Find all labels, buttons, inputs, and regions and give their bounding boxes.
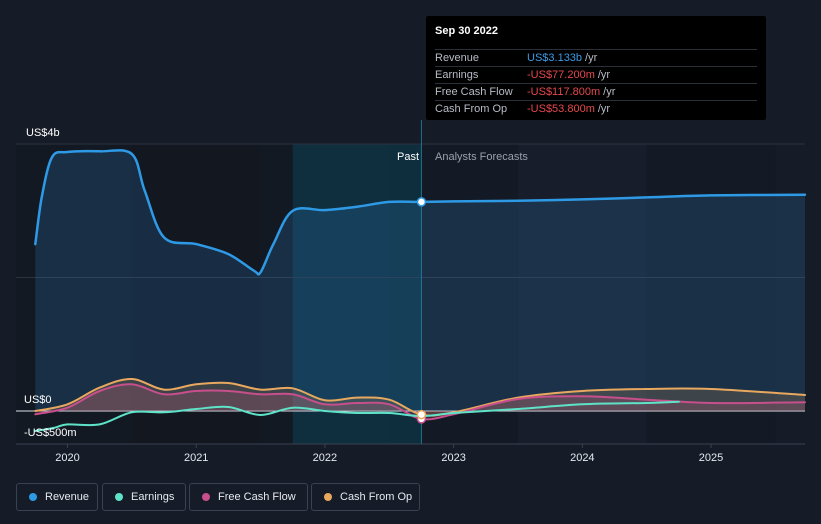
earnings-line	[34, 400, 680, 432]
legend-item-revenue[interactable]: Revenue	[16, 483, 98, 511]
tooltip-row-earnings: Earnings -US$77.200m/yr	[435, 66, 757, 84]
tooltip-row-name: Free Cash Flow	[435, 86, 513, 98]
series-lines	[34, 149, 807, 432]
tooltip: Sep 30 2022 Revenue US$3.133b/yr Earning…	[426, 16, 766, 120]
tooltip-value-text: -US$77.200m	[527, 69, 595, 81]
tooltip-value-text: -US$117.800m	[527, 86, 601, 98]
tooltip-row-cash-from-op: Cash From Op -US$53.800m/yr	[435, 100, 757, 118]
legend-label: Earnings	[131, 491, 175, 503]
tooltip-row-value: -US$117.800m/yr	[527, 86, 615, 98]
tooltip-value-text: -US$53.800m	[527, 103, 595, 115]
free-cash-flow-legend-dot	[202, 493, 210, 501]
x-tick-label: 2023	[441, 452, 465, 464]
revenue-line	[34, 149, 807, 276]
legend-item-cash-from-op[interactable]: Cash From Op	[311, 483, 420, 511]
cash-from-op-marker	[416, 409, 427, 420]
tooltip-date: Sep 30 2022	[435, 25, 498, 37]
legend-label: Free Cash Flow	[218, 491, 296, 503]
tooltip-row-revenue: Revenue US$3.133b/yr	[435, 49, 757, 67]
tooltip-row-value: -US$53.800m/yr	[527, 103, 610, 115]
tooltip-row-value: -US$77.200m/yr	[527, 69, 610, 81]
revenue-marker	[416, 197, 427, 207]
tooltip-row-value: US$3.133b/yr	[527, 52, 597, 64]
tooltip-unit: /yr	[597, 103, 611, 115]
x-tick-label: 2025	[699, 452, 723, 464]
legend-item-free-cash-flow[interactable]: Free Cash Flow	[189, 483, 308, 511]
x-axis-ticks: 2020 2021 2022 2023 2024 2025	[55, 444, 723, 464]
series-areas	[35, 150, 806, 420]
legend-item-earnings[interactable]: Earnings	[102, 483, 186, 511]
x-tick-label: 2020	[55, 452, 79, 464]
hover-markers	[416, 197, 427, 424]
cash-from-op-legend-dot	[324, 493, 332, 501]
free-cash-flow-line	[34, 383, 806, 421]
tooltip-value-text: US$3.133b	[527, 52, 583, 64]
x-tick-label: 2022	[313, 452, 337, 464]
tooltip-row-name: Earnings	[435, 69, 479, 81]
tooltip-unit: /yr	[603, 86, 616, 98]
legend-label: Cash From Op	[340, 491, 413, 503]
x-tick-label: 2024	[570, 452, 594, 464]
tooltip-unit: /yr	[585, 52, 598, 64]
legend-label: Revenue	[45, 491, 90, 503]
forecast-label: Analysts Forecasts	[435, 151, 528, 163]
y-tick-label-top: US$4b	[26, 127, 60, 139]
free-cash-flow-area	[35, 384, 806, 420]
x-tick-label: 2021	[184, 452, 208, 464]
background-bands	[16, 144, 776, 444]
tooltip-row-name: Cash From Op	[435, 103, 508, 115]
cash-from-op-line	[34, 377, 806, 417]
y-tick-label-bottom: -US$500m	[24, 427, 77, 439]
tooltip-row-free-cash-flow: Free Cash Flow -US$117.800m/yr	[435, 83, 757, 101]
revenue-legend-dot	[29, 493, 37, 501]
earnings-legend-dot	[115, 493, 123, 501]
tooltip-row-name: Revenue	[435, 52, 480, 64]
highlight-region	[292, 144, 422, 444]
tooltip-unit: /yr	[597, 69, 611, 81]
y-tick-label-zero: US$0	[24, 394, 52, 406]
past-label: Past	[397, 151, 419, 163]
revenue-area	[35, 150, 806, 411]
